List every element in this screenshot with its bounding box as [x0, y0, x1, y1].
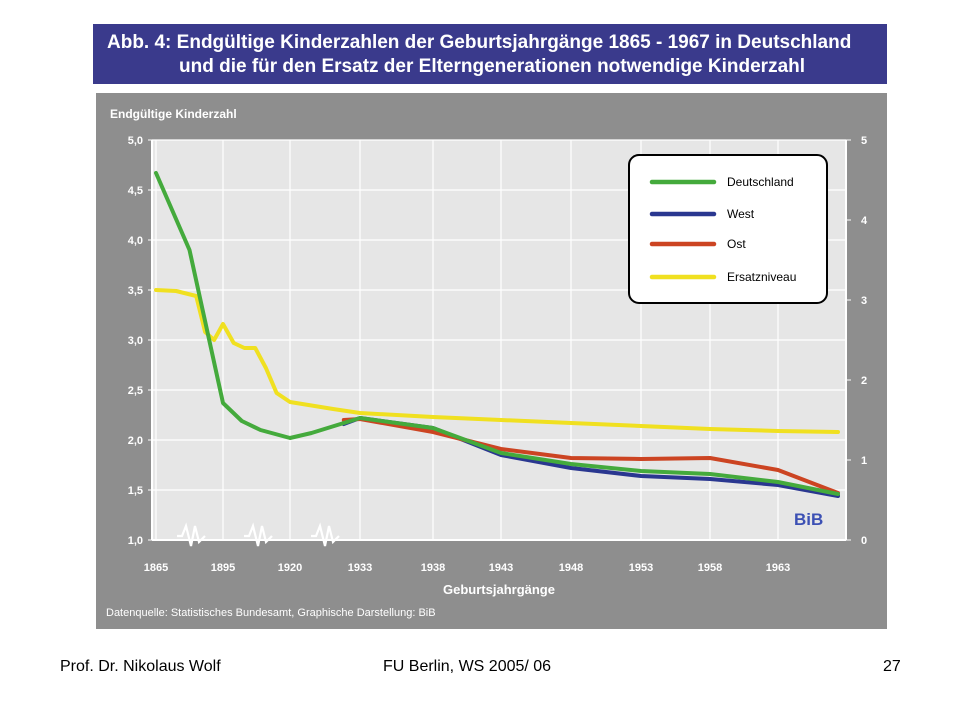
y-right-tick-label: 2: [861, 375, 867, 387]
legend: Deutschland West Ost Ersatzniveau: [628, 154, 828, 304]
x-tick-label: 1920: [278, 562, 302, 574]
x-tick-label: 1958: [698, 562, 722, 574]
y-axis-label: Endgültige Kinderzahl: [110, 107, 237, 121]
x-tick-label: 1895: [211, 562, 235, 574]
axis-break-mark: [244, 522, 273, 547]
y-tick-label: 1,5: [128, 485, 143, 497]
y-right-tick-label: 1: [861, 455, 867, 467]
y-right-tick-label: 0: [861, 535, 867, 547]
x-tick-label: 1948: [559, 562, 583, 574]
bib-logo: BiB: [794, 510, 823, 529]
footer-course: FU Berlin, WS 2005/ 06: [383, 658, 552, 675]
legend-label-ost: Ost: [727, 237, 746, 251]
x-tick-label: 1953: [629, 562, 653, 574]
chart: 1,0 1,5 2,0 2,5 3,0 3,5 4,0 4,5 5,0 0 1 2 3 4 5 1865 189…: [96, 93, 887, 629]
y-tick-label: 5,0: [128, 135, 143, 147]
title-banner: Abb. 4: Endgültige Kinderzahlen der Gebu…: [93, 24, 887, 84]
y-tick-label: 2,5: [128, 385, 143, 397]
y-tick-label: 3,5: [128, 285, 143, 297]
x-tick-label: 1938: [421, 562, 445, 574]
legend-label-ersatzniveau: Ersatzniveau: [727, 270, 796, 284]
legend-label-west: West: [727, 207, 755, 221]
legend-box: [628, 154, 828, 304]
y-right-tick-label: 4: [861, 215, 868, 227]
x-axis-label: Geburtsjahrgänge: [443, 582, 555, 597]
y-tick-label: 1,0: [128, 535, 143, 547]
source-note: Datenquelle: Statistisches Bundesamt, Gr…: [106, 607, 436, 619]
footer-page-number: 27: [883, 658, 901, 675]
chart-title-line-2: und die für den Ersatz der Elterngenerat…: [179, 56, 806, 77]
y-right-tick-label: 5: [861, 135, 867, 147]
y-tick-label: 3,0: [128, 335, 143, 347]
x-tick-label: 1933: [348, 562, 372, 574]
axis-break-mark: [311, 522, 340, 547]
legend-label-deutschland: Deutschland: [727, 175, 794, 189]
series-lines: [154, 171, 840, 498]
x-tick-label: 1963: [766, 562, 790, 574]
y-tick-label: 4,5: [128, 185, 143, 197]
series-line-deutschland: [154, 171, 840, 496]
chart-title-line-1: Abb. 4: Endgültige Kinderzahlen der Gebu…: [107, 32, 852, 53]
y-tick-label: 2,0: [128, 435, 143, 447]
y-right-tick-label: 3: [861, 295, 867, 307]
axis-break-mark: [177, 522, 206, 547]
footer-author: Prof. Dr. Nikolaus Wolf: [60, 658, 221, 675]
x-tick-label: 1865: [144, 562, 168, 574]
y-tick-label: 4,0: [128, 235, 143, 247]
axes: 1,0 1,5 2,0 2,5 3,0 3,5 4,0 4,5 5,0 0 1 2 3 4 5 1865 189…: [128, 135, 868, 574]
x-tick-label: 1943: [489, 562, 513, 574]
